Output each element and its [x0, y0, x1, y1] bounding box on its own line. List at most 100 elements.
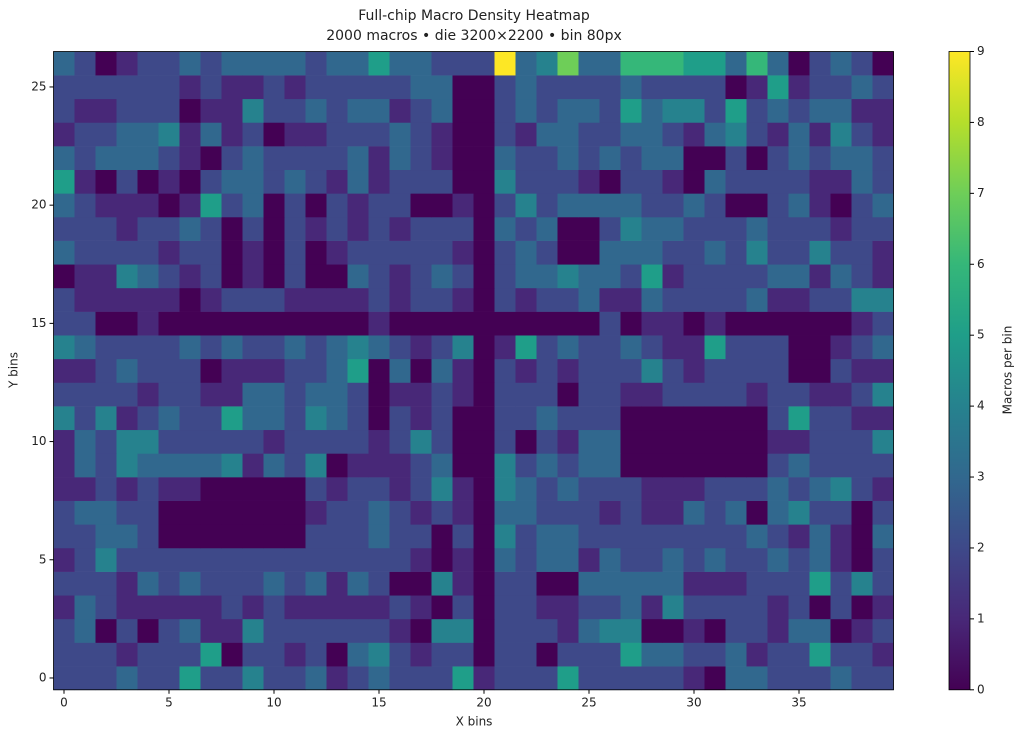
- heatmap-cell: [473, 51, 495, 76]
- heatmap-cell: [305, 335, 327, 360]
- heatmap-cell: [473, 311, 495, 336]
- heatmap-cell: [662, 642, 684, 667]
- heatmap-cell: [536, 264, 558, 289]
- heatmap-cell: [851, 193, 873, 218]
- heatmap-cell: [116, 264, 138, 289]
- heatmap-cell: [872, 406, 894, 431]
- heatmap-cell: [368, 406, 390, 431]
- heatmap-cell: [809, 75, 831, 100]
- heatmap-cell: [389, 618, 411, 643]
- heatmap-cell: [620, 122, 642, 147]
- heatmap-cell: [767, 98, 789, 123]
- heatmap-cell: [389, 193, 411, 218]
- heatmap-cell: [263, 75, 285, 100]
- heatmap-cell: [704, 146, 726, 171]
- heatmap-cell: [431, 98, 453, 123]
- heatmap-cell: [767, 642, 789, 667]
- heatmap-cell: [95, 335, 117, 360]
- heatmap-cell: [725, 358, 747, 383]
- heatmap-cell: [872, 75, 894, 100]
- heatmap-cell: [200, 193, 222, 218]
- heatmap-cell: [179, 216, 201, 241]
- heatmap-cell: [767, 51, 789, 76]
- heatmap-cell: [389, 642, 411, 667]
- heatmap-cell: [368, 193, 390, 218]
- heatmap-cell: [410, 618, 432, 643]
- heatmap-cell: [116, 571, 138, 596]
- heatmap-cell: [578, 169, 600, 194]
- heatmap-cell: [830, 453, 852, 478]
- heatmap-cell: [368, 216, 390, 241]
- heatmap-cell: [515, 311, 537, 336]
- x-tick-label: 25: [581, 695, 596, 709]
- heatmap-cell: [578, 264, 600, 289]
- heatmap-cell: [53, 571, 75, 596]
- y-tick-label: 10: [31, 434, 46, 448]
- heatmap-cell: [389, 264, 411, 289]
- heatmap-cell: [767, 477, 789, 501]
- heatmap-cell: [620, 453, 642, 478]
- heatmap-cell: [809, 642, 831, 667]
- heatmap-cell: [515, 240, 537, 265]
- heatmap-cell: [305, 264, 327, 289]
- heatmap-cell: [494, 122, 516, 147]
- heatmap-cell: [284, 216, 306, 241]
- heatmap-cell: [263, 666, 285, 691]
- heatmap-cell: [347, 264, 369, 289]
- heatmap-cell: [620, 642, 642, 667]
- heatmap-cell: [305, 382, 327, 407]
- heatmap-cell: [809, 193, 831, 218]
- heatmap-cell: [494, 500, 516, 525]
- heatmap-cell: [788, 571, 810, 596]
- heatmap-cell: [179, 240, 201, 265]
- heatmap-cell: [473, 287, 495, 312]
- heatmap-cell: [872, 169, 894, 194]
- heatmap-cell: [683, 51, 705, 76]
- heatmap-cell: [704, 287, 726, 312]
- heatmap-cell: [830, 524, 852, 549]
- heatmap-cell: [536, 122, 558, 147]
- heatmap-cell: [473, 406, 495, 431]
- heatmap-cell: [284, 75, 306, 100]
- heatmap-cell: [242, 406, 264, 431]
- heatmap-cell: [578, 146, 600, 171]
- heatmap-cell: [536, 193, 558, 218]
- heatmap-cell: [116, 311, 138, 336]
- heatmap-cell: [284, 382, 306, 407]
- heatmap-cell: [452, 240, 474, 265]
- heatmap-cell: [578, 477, 600, 501]
- heatmap-cell: [158, 453, 180, 478]
- heatmap-cell: [851, 500, 873, 525]
- heatmap-cell: [179, 571, 201, 596]
- heatmap-cell: [326, 406, 348, 431]
- heatmap-cell: [452, 406, 474, 431]
- heatmap-cell: [536, 666, 558, 691]
- heatmap-cell: [851, 429, 873, 454]
- heatmap-cell: [704, 571, 726, 596]
- heatmap-cell: [200, 382, 222, 407]
- heatmap-cell: [347, 169, 369, 194]
- heatmap-cell: [431, 524, 453, 549]
- heatmap-cell: [809, 98, 831, 123]
- heatmap-cell: [641, 335, 663, 360]
- heatmap-cell: [305, 169, 327, 194]
- heatmap-cell: [221, 287, 243, 312]
- heatmap-cell: [179, 287, 201, 312]
- heatmap-cell: [53, 169, 75, 194]
- heatmap-cell: [116, 642, 138, 667]
- heatmap-cell: [410, 169, 432, 194]
- heatmap-cell: [767, 358, 789, 383]
- heatmap-cell: [641, 382, 663, 407]
- heatmap-cell: [725, 453, 747, 478]
- heatmap-cell: [158, 98, 180, 123]
- heatmap-cell: [53, 406, 75, 431]
- heatmap-cell: [578, 429, 600, 454]
- heatmap-cell: [347, 406, 369, 431]
- heatmap-cell: [410, 358, 432, 383]
- heatmap-cell: [137, 618, 159, 643]
- heatmap-cell: [746, 382, 768, 407]
- heatmap-cell: [536, 524, 558, 549]
- heatmap-cell: [158, 75, 180, 100]
- heatmap-cell: [725, 524, 747, 549]
- heatmap-cell: [851, 216, 873, 241]
